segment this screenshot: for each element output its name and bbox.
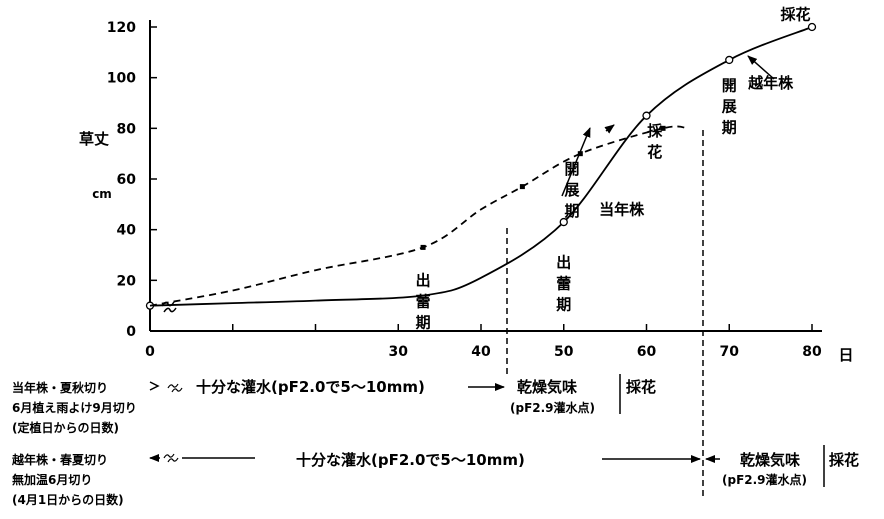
x-tick-label: 70 bbox=[720, 344, 740, 360]
x-ticks: 0 30 40 50 60 70 80 bbox=[145, 324, 822, 360]
row1-label-line1: 当年株・夏秋切り bbox=[12, 380, 108, 395]
row2-label-line3: (4月1日からの日数) bbox=[12, 492, 124, 507]
row2-label-line2: 無加温6月切り bbox=[12, 472, 92, 487]
row1-left-arrow bbox=[149, 381, 160, 391]
row2-dry: 乾燥気味 bbox=[740, 451, 800, 469]
annotation-label: 採花 bbox=[780, 5, 810, 23]
data-point bbox=[725, 55, 734, 65]
y-tick-label: 120 bbox=[107, 20, 136, 36]
y-axis-label: 草丈 bbox=[79, 130, 109, 148]
data-point bbox=[577, 151, 583, 157]
data-point bbox=[420, 244, 426, 250]
row2-harvest: 採花 bbox=[829, 451, 859, 469]
row2-irrigation: 十分な灌水(pF2.0で5～10mm) bbox=[296, 451, 525, 469]
row1-dry-note: (pF2.9灌水点) bbox=[510, 400, 595, 415]
arrow-overwinter bbox=[747, 55, 775, 80]
annotation-label: 採花 bbox=[647, 122, 663, 161]
data-point bbox=[660, 125, 666, 131]
x-tick-label: 80 bbox=[802, 344, 822, 360]
y-tick-label: 80 bbox=[117, 121, 137, 137]
row2-dry-note: (pF2.9灌水点) bbox=[722, 472, 807, 487]
annotation-label: 当年株 bbox=[599, 200, 645, 218]
row1-dry: 乾燥気味 bbox=[517, 378, 577, 396]
x-tick-label: 50 bbox=[554, 344, 574, 360]
y-tick-label: 100 bbox=[107, 71, 136, 87]
data-point bbox=[519, 184, 525, 190]
series-layer bbox=[145, 22, 817, 310]
annotation-label: 開展期 bbox=[722, 76, 737, 136]
annotation-label: 出蕾期 bbox=[556, 254, 571, 314]
y-tick-label: 60 bbox=[117, 172, 137, 188]
annotation-label: 越年株 bbox=[747, 74, 794, 92]
y-ticks: 0 20 40 60 80 100 120 bbox=[107, 20, 157, 340]
y-tick-label: 20 bbox=[117, 273, 137, 289]
row1-label-line2: 6月植え雨よけ9月切り bbox=[12, 400, 137, 415]
row1-label-line3: (定植日からの日数) bbox=[12, 420, 119, 435]
x-tick-label: 40 bbox=[471, 344, 491, 360]
x-tick-label: 30 bbox=[389, 344, 409, 360]
arrow-current-year bbox=[561, 127, 591, 197]
data-point bbox=[807, 22, 817, 32]
x-tick-label: 60 bbox=[637, 344, 657, 360]
data-point bbox=[559, 217, 568, 227]
row1-break-mark bbox=[167, 383, 183, 393]
x-axis-unit: 日 bbox=[838, 346, 853, 364]
row1-irrigation: 十分な灌水(pF2.0で5～10mm) bbox=[196, 378, 425, 396]
arrow-harvest-current bbox=[604, 124, 615, 134]
y-tick-label: 0 bbox=[126, 324, 136, 340]
row1-harvest: 採花 bbox=[626, 378, 656, 396]
x-tick-label: 0 bbox=[145, 344, 155, 360]
y-axis-unit: cm bbox=[92, 187, 112, 201]
row2-break-mark bbox=[163, 453, 179, 463]
series-line bbox=[149, 26, 813, 307]
annotation-label: 出蕾期 bbox=[416, 271, 431, 331]
data-point bbox=[642, 111, 651, 120]
row2-label-line1: 越年株・春夏切り bbox=[11, 452, 108, 467]
series-line bbox=[149, 125, 688, 307]
annotation-label: 開展期 bbox=[565, 160, 580, 220]
y-tick-label: 40 bbox=[117, 223, 137, 239]
